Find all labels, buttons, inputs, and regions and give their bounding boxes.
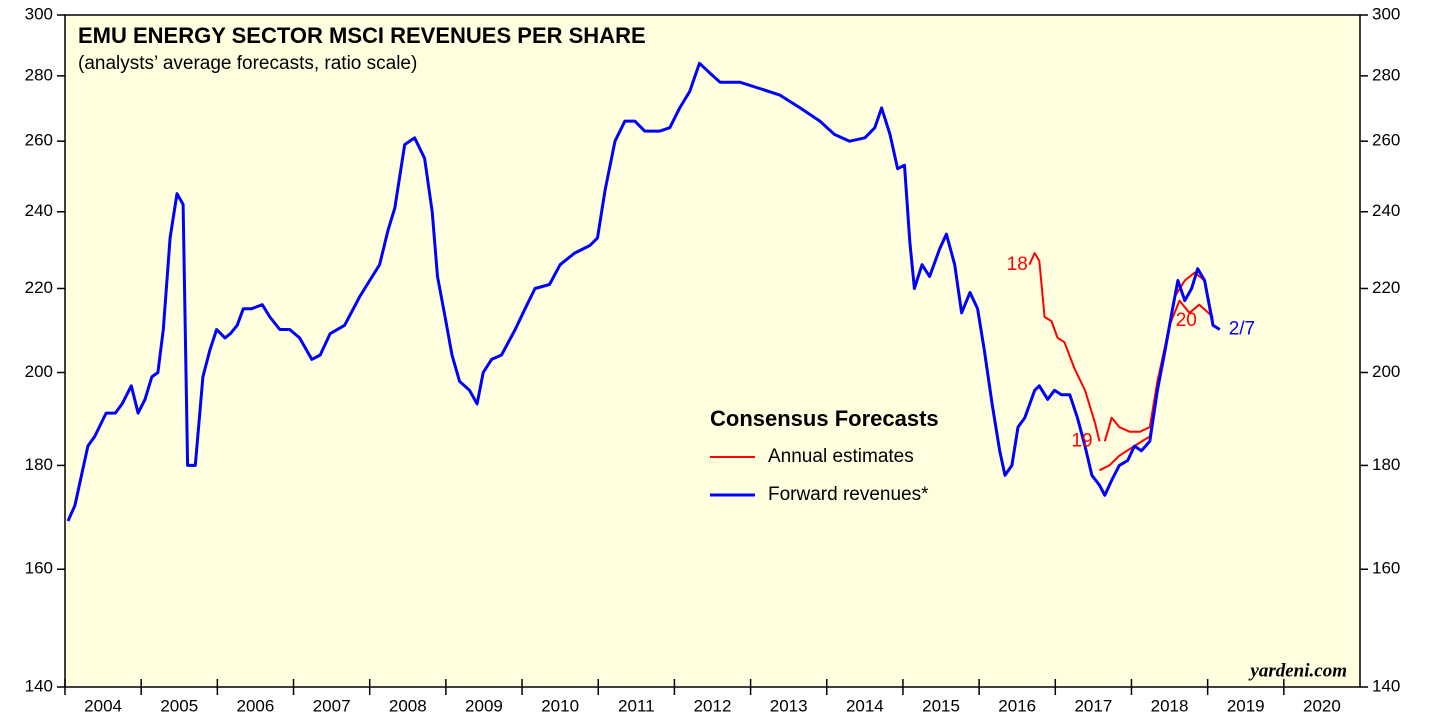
y-tick-label: 280 [25, 65, 53, 84]
x-tick-label: 2016 [998, 696, 1036, 715]
x-tick-label: 2014 [846, 696, 884, 715]
x-tick-label: 2012 [694, 696, 732, 715]
y2-tick-label: 280 [1372, 65, 1400, 84]
y2-tick-label: 300 [1372, 4, 1400, 23]
annotation: 2/7 [1229, 319, 1255, 340]
x-tick-label: 2009 [465, 696, 503, 715]
x-tick-label: 2013 [770, 696, 808, 715]
x-tick-label: 2008 [389, 696, 427, 715]
y2-tick-label: 220 [1372, 278, 1400, 297]
y2-tick-label: 240 [1372, 201, 1400, 220]
chart-title: EMU ENERGY SECTOR MSCI REVENUES PER SHAR… [78, 23, 646, 48]
x-tick-label: 2015 [922, 696, 960, 715]
annotation: 20 [1176, 310, 1197, 331]
y2-tick-label: 260 [1372, 131, 1400, 150]
x-tick-label: 2019 [1227, 696, 1265, 715]
y-tick-label: 240 [25, 201, 53, 220]
y-tick-label: 160 [25, 559, 53, 578]
legend-label: Annual estimates [768, 446, 914, 467]
y2-tick-label: 200 [1372, 362, 1400, 381]
y-tick-label: 180 [25, 455, 53, 474]
annotation: 19 [1071, 430, 1092, 451]
plot-area [64, 14, 1361, 688]
legend-label: Forward revenues* [768, 484, 929, 505]
credit: yardeni.com [1248, 660, 1347, 681]
x-tick-label: 2007 [313, 696, 351, 715]
x-tick-label: 2010 [541, 696, 579, 715]
y-tick-label: 260 [25, 131, 53, 150]
chart-subtitle: (analysts’ average forecasts, ratio scal… [78, 53, 417, 74]
x-tick-label: 2017 [1074, 696, 1112, 715]
y-tick-label: 140 [25, 676, 53, 695]
x-tick-label: 2018 [1151, 696, 1189, 715]
x-tick-label: 2011 [618, 696, 655, 715]
x-tick-label: 2005 [160, 696, 198, 715]
x-tick-label: 2004 [84, 696, 122, 715]
y2-tick-label: 180 [1372, 455, 1400, 474]
series-line [66, 61, 1221, 522]
y-tick-label: 220 [25, 278, 53, 297]
y-tick-label: 300 [25, 4, 53, 23]
x-tick-label: 2020 [1303, 696, 1341, 715]
annotation: 18 [1007, 254, 1028, 275]
y-tick-label: 200 [25, 362, 53, 381]
series-line [1028, 252, 1101, 442]
y2-tick-label: 160 [1372, 559, 1400, 578]
y2-tick-label: 140 [1372, 676, 1400, 695]
legend-title: Consensus Forecasts [710, 406, 939, 431]
x-tick-label: 2006 [237, 696, 275, 715]
